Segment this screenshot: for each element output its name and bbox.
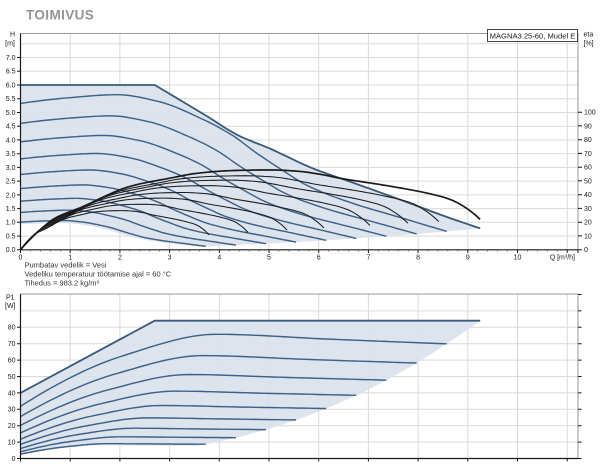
svg-text:6: 6 xyxy=(317,254,321,261)
svg-text:4.0: 4.0 xyxy=(6,137,16,144)
svg-text:4.5: 4.5 xyxy=(6,124,16,131)
svg-text:60: 60 xyxy=(584,165,592,172)
svg-text:60: 60 xyxy=(8,358,16,365)
svg-text:20: 20 xyxy=(584,220,592,227)
svg-text:40: 40 xyxy=(584,192,592,199)
svg-text:0.0: 0.0 xyxy=(6,247,16,254)
svg-text:20: 20 xyxy=(8,423,16,430)
svg-text:0: 0 xyxy=(12,456,16,463)
svg-text:50: 50 xyxy=(8,374,16,381)
svg-text:6.0: 6.0 xyxy=(6,82,16,89)
svg-text:0: 0 xyxy=(584,247,588,254)
svg-text:5.0: 5.0 xyxy=(6,110,16,117)
svg-text:2.0: 2.0 xyxy=(6,192,16,199)
svg-text:1: 1 xyxy=(68,254,72,261)
svg-text:2: 2 xyxy=(118,254,122,261)
svg-text:Pumbatav vedelik = Vesi: Pumbatav vedelik = Vesi xyxy=(25,260,107,269)
svg-text:1.5: 1.5 xyxy=(6,206,16,213)
svg-text:[%]: [%] xyxy=(584,40,594,47)
svg-text:TOIMIVUS: TOIMIVUS xyxy=(26,8,94,23)
svg-text:2.5: 2.5 xyxy=(6,179,16,186)
svg-text:MAGNA3 25-60, Mudel E: MAGNA3 25-60, Mudel E xyxy=(490,31,576,40)
svg-text:80: 80 xyxy=(8,325,16,332)
svg-text:[m]: [m] xyxy=(5,40,15,47)
svg-text:7.0: 7.0 xyxy=(6,55,16,62)
svg-text:[W]: [W] xyxy=(5,303,16,310)
svg-text:5: 5 xyxy=(267,254,271,261)
svg-text:3.5: 3.5 xyxy=(6,151,16,158)
svg-text:Q [m³/h]: Q [m³/h] xyxy=(550,254,575,261)
svg-text:3.0: 3.0 xyxy=(6,165,16,172)
svg-text:70: 70 xyxy=(584,151,592,158)
svg-text:P1: P1 xyxy=(6,295,15,302)
svg-text:50: 50 xyxy=(584,178,592,185)
svg-text:6.5: 6.5 xyxy=(6,69,16,76)
svg-text:10: 10 xyxy=(8,440,16,447)
svg-text:30: 30 xyxy=(8,407,16,414)
svg-text:40: 40 xyxy=(8,390,16,397)
svg-text:80: 80 xyxy=(584,137,592,144)
svg-text:0: 0 xyxy=(19,254,23,261)
svg-text:0.5: 0.5 xyxy=(6,233,16,240)
svg-text:8: 8 xyxy=(416,254,420,261)
svg-text:3: 3 xyxy=(168,254,172,261)
svg-text:100: 100 xyxy=(584,110,596,117)
svg-text:70: 70 xyxy=(8,341,16,348)
svg-text:1.0: 1.0 xyxy=(6,220,16,227)
svg-text:90: 90 xyxy=(584,123,592,130)
svg-text:9: 9 xyxy=(466,254,470,261)
svg-text:7: 7 xyxy=(366,254,370,261)
svg-text:30: 30 xyxy=(584,206,592,213)
svg-text:Vedeliku temperatuur töötamise: Vedeliku temperatuur töötamise ajal = 60… xyxy=(25,269,172,278)
svg-text:10: 10 xyxy=(584,233,592,240)
svg-text:10: 10 xyxy=(514,254,522,261)
svg-text:Tihedus = 983.2 kg/m³: Tihedus = 983.2 kg/m³ xyxy=(25,278,100,287)
svg-text:H: H xyxy=(10,32,15,39)
svg-text:4: 4 xyxy=(217,254,221,261)
svg-text:5.5: 5.5 xyxy=(6,96,16,103)
svg-text:eta: eta xyxy=(584,32,594,39)
